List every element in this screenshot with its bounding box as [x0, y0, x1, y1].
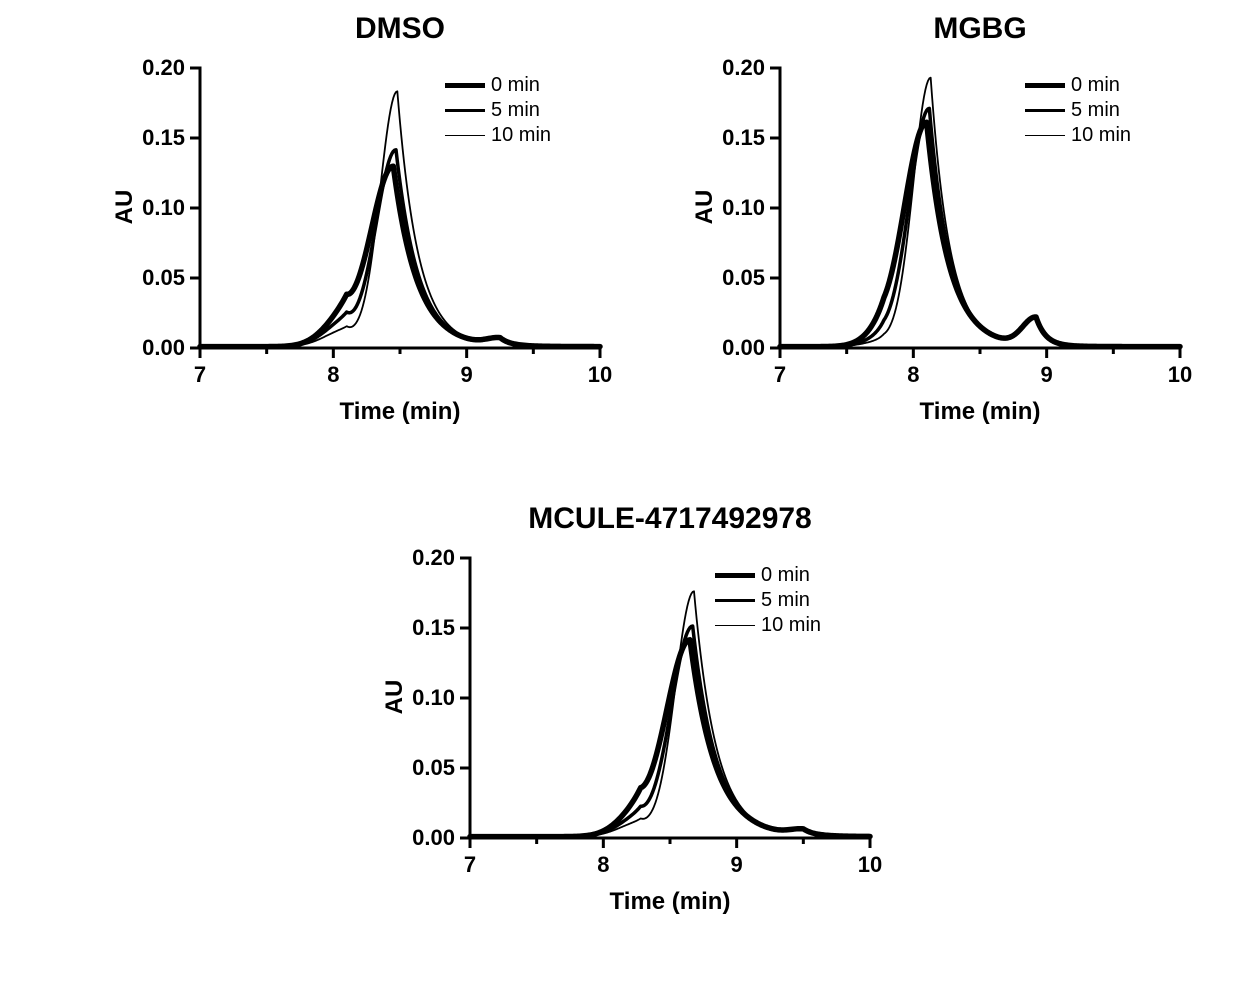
legend-swatch [445, 135, 485, 136]
x-axis-label-mcule: Time (min) [470, 888, 870, 916]
y-tick-label: 0.00 [130, 335, 185, 361]
legend-swatch [715, 599, 755, 602]
legend-label: 5 min [1071, 99, 1120, 122]
y-tick-label: 0.15 [710, 125, 765, 151]
x-tick-label: 10 [580, 362, 620, 388]
legend-label: 10 min [1071, 124, 1131, 147]
y-tick-label: 0.05 [400, 755, 455, 781]
legend-dmso: 0 min5 min10 min [445, 74, 551, 149]
panel-mgbg: MGBG AU Time (min) 0 min5 min10 min 7891… [660, 10, 1220, 458]
legend-row: 5 min [1025, 99, 1131, 122]
y-tick-label: 0.20 [130, 55, 185, 81]
y-tick-label: 0.00 [710, 335, 765, 361]
legend-row: 10 min [1025, 124, 1131, 147]
x-tick-label: 7 [180, 362, 220, 388]
y-tick-label: 0.20 [400, 545, 455, 571]
legend-swatch [715, 625, 755, 626]
x-axis-label-mgbg: Time (min) [780, 398, 1180, 426]
legend-label: 5 min [491, 99, 540, 122]
x-axis-label-dmso: Time (min) [200, 398, 600, 426]
x-tick-label: 9 [447, 362, 487, 388]
legend-label: 10 min [491, 124, 551, 147]
x-tick-label: 8 [313, 362, 353, 388]
x-tick-label: 8 [583, 852, 623, 878]
legend-mcule: 0 min5 min10 min [715, 564, 821, 639]
x-tick-label: 7 [450, 852, 490, 878]
legend-swatch [715, 573, 755, 578]
y-tick-label: 0.20 [710, 55, 765, 81]
legend-swatch [445, 83, 485, 88]
legend-row: 0 min [445, 74, 551, 97]
y-tick-label: 0.10 [400, 685, 455, 711]
y-tick-label: 0.00 [400, 825, 455, 851]
legend-swatch [1025, 135, 1065, 136]
panel-dmso: DMSO AU Time (min) 0 min5 min10 min 7891… [80, 10, 640, 458]
legend-swatch [1025, 83, 1065, 88]
legend-row: 10 min [715, 614, 821, 637]
legend-label: 5 min [761, 589, 810, 612]
legend-row: 5 min [715, 589, 821, 612]
legend-row: 5 min [445, 99, 551, 122]
y-tick-label: 0.15 [130, 125, 185, 151]
x-tick-label: 9 [717, 852, 757, 878]
x-tick-label: 10 [1160, 362, 1200, 388]
legend-label: 10 min [761, 614, 821, 637]
legend-row: 0 min [1025, 74, 1131, 97]
legend-swatch [445, 109, 485, 112]
y-tick-label: 0.05 [130, 265, 185, 291]
x-tick-label: 8 [893, 362, 933, 388]
y-tick-label: 0.15 [400, 615, 455, 641]
x-tick-label: 10 [850, 852, 890, 878]
legend-row: 10 min [445, 124, 551, 147]
y-tick-label: 0.05 [710, 265, 765, 291]
y-tick-label: 0.10 [710, 195, 765, 221]
legend-label: 0 min [761, 564, 810, 587]
x-tick-label: 7 [760, 362, 800, 388]
legend-swatch [1025, 109, 1065, 112]
legend-mgbg: 0 min5 min10 min [1025, 74, 1131, 149]
legend-label: 0 min [491, 74, 540, 97]
y-tick-label: 0.10 [130, 195, 185, 221]
legend-row: 0 min [715, 564, 821, 587]
x-tick-label: 9 [1027, 362, 1067, 388]
legend-label: 0 min [1071, 74, 1120, 97]
panel-mcule: MCULE-4717492978 AU Time (min) 0 min5 mi… [350, 500, 910, 948]
figure-root: DMSO AU Time (min) 0 min5 min10 min 7891… [0, 0, 1240, 1008]
